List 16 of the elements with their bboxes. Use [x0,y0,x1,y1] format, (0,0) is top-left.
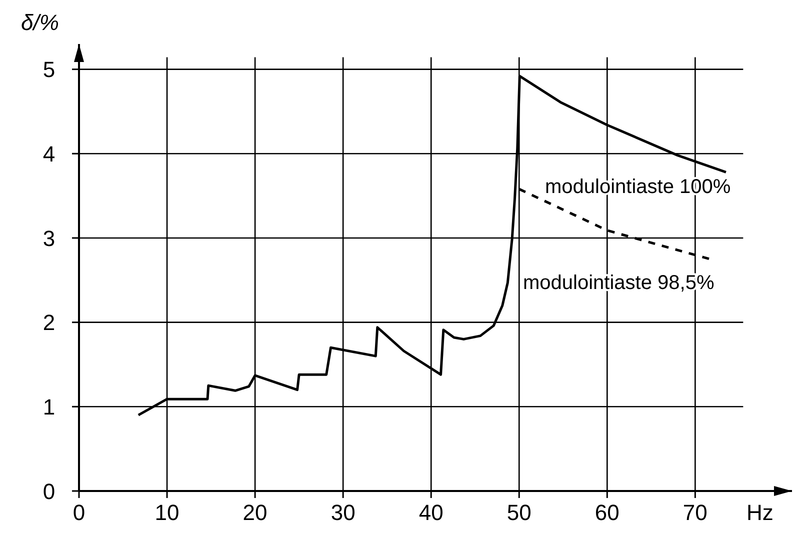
y-tick-label: 5 [42,57,56,82]
x-tick-label: 20 [242,500,268,525]
y-axis-title: δ/% [21,10,59,35]
y-tick-label: 3 [42,226,56,251]
x-tick-label: 40 [418,500,444,525]
x-tick-label: 50 [506,500,532,525]
x-tick-label: 60 [594,500,620,525]
x-axis-title: Hz [746,500,774,525]
x-tick-label: 0 [72,500,86,525]
y-tick-label: 4 [42,142,56,167]
y-tick-label: 1 [42,394,56,420]
y-tick-label: 2 [42,310,56,336]
x-tick-label: 10 [154,500,180,525]
y-tick-label: 0 [42,478,56,504]
x-tick-label: 70 [682,500,708,525]
x-tick-label: 30 [330,500,356,525]
